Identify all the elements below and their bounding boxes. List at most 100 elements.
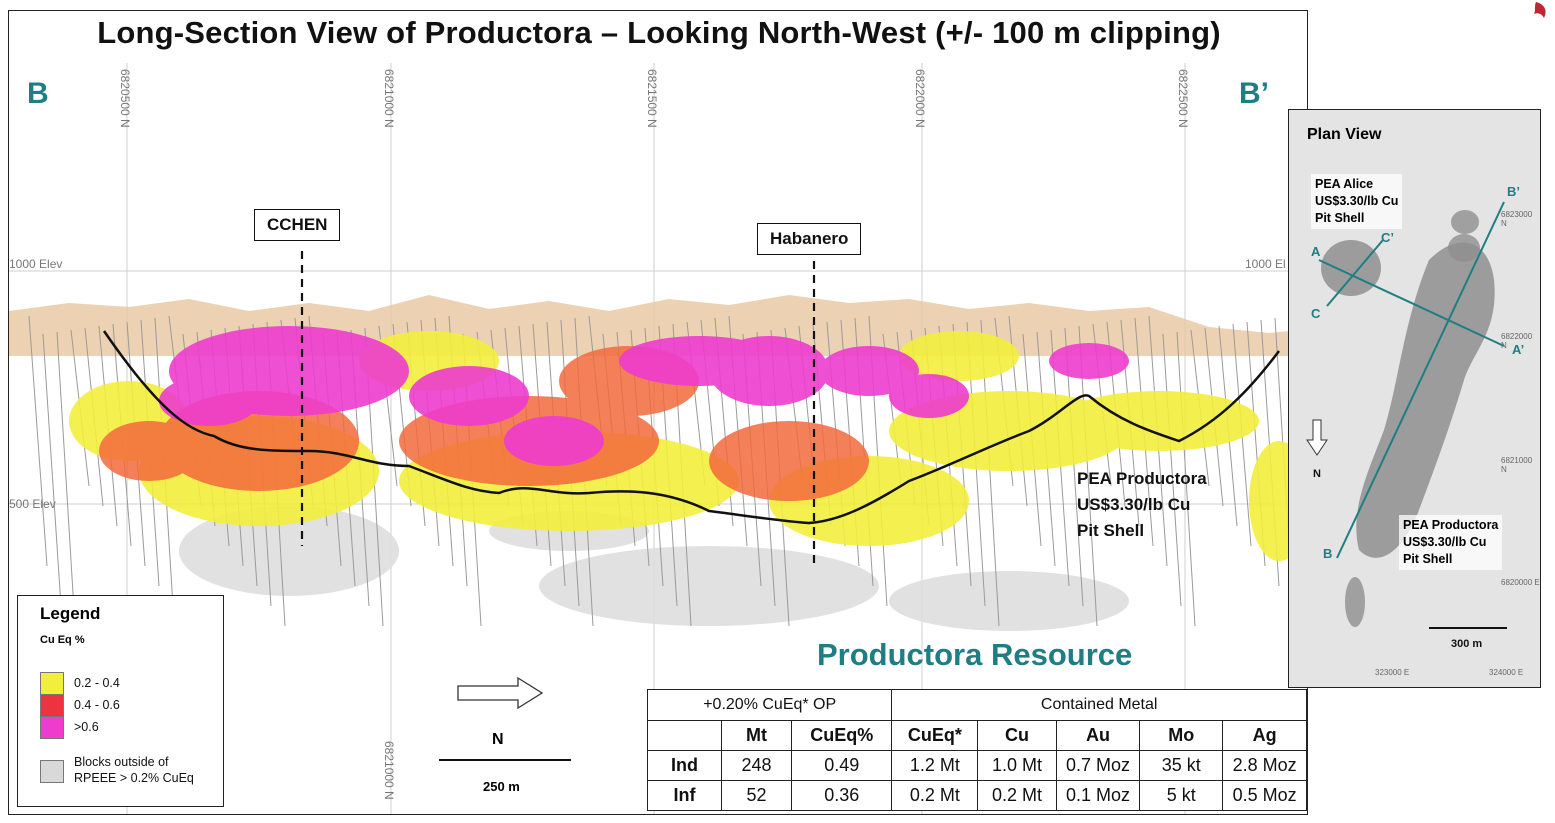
section-start-label: B xyxy=(27,77,49,110)
section-end-label: B’ xyxy=(1239,77,1269,110)
legend-title: Legend xyxy=(40,604,101,623)
legend-label: >0.6 xyxy=(74,720,99,734)
table-cell: 0.36 xyxy=(791,780,893,811)
column-header: CuEq* xyxy=(891,720,979,751)
productora-line-2: US$3.30/lb Cu xyxy=(1403,535,1487,549)
alice-line-2: US$3.30/lb Cu xyxy=(1315,194,1399,208)
legend-swatch-red xyxy=(40,694,64,717)
elevation-label: 500 Elev xyxy=(9,497,56,511)
habanero-label: Habanero xyxy=(757,223,862,255)
table-cell: 1.0 Mt xyxy=(977,750,1057,781)
drill-hole xyxy=(56,331,76,627)
alice-pit-label: PEA Alice US$3.30/lb Cu Pit Shell xyxy=(1311,174,1403,229)
legend-swatch-yellow xyxy=(40,672,64,695)
legend-label: 0.4 - 0.6 xyxy=(74,698,120,712)
plan-north-arrow-icon xyxy=(1306,419,1328,456)
section-b-prime-label: B’ xyxy=(1507,184,1520,199)
plan-northing-label: 6823000 N xyxy=(1501,210,1533,228)
plan-view-inset: Plan View PEA Alice US$3.30/lb Cu Pit Sh… xyxy=(1288,109,1541,688)
plan-northing-label: 6822000 N xyxy=(1501,332,1533,350)
table-cell: 2.8 Moz xyxy=(1222,750,1307,781)
elevation-label: 1000 Elev xyxy=(9,257,63,271)
column-header: Mt xyxy=(721,720,793,751)
grade-magenta xyxy=(159,326,1129,466)
north-label: N xyxy=(492,731,504,748)
plan-easting-label: 323000 E xyxy=(1375,668,1410,677)
plan-easting-label: 324000 E xyxy=(1489,668,1524,677)
section-c-prime-label: C’ xyxy=(1381,230,1394,245)
column-header: Cu xyxy=(977,720,1057,751)
figure-title: Long-Section View of Productora – Lookin… xyxy=(97,15,1221,50)
row-header-empty xyxy=(646,720,723,751)
plan-view-map xyxy=(1289,110,1540,687)
northing-label: 6822000 N xyxy=(913,69,927,128)
cchen-label: CCHEN xyxy=(254,209,341,241)
table-row: Inf 52 0.36 0.2 Mt 0.2 Mt 0.1 Moz 5 kt 0… xyxy=(646,780,1307,811)
table-cell: 1.2 Mt xyxy=(891,750,979,781)
table-cell: 5 kt xyxy=(1139,780,1224,811)
alice-line-3: Pit Shell xyxy=(1315,211,1365,225)
drill-hole xyxy=(1162,333,1182,607)
resource-table: +0.20% CuEq* OP Contained Metal Mt CuEq%… xyxy=(646,689,1307,811)
long-section-graphic xyxy=(9,63,1307,814)
alice-line-1: PEA Alice xyxy=(1315,177,1374,191)
group-header-left: +0.20% CuEq* OP xyxy=(646,689,893,721)
table-cell: 0.2 Mt xyxy=(977,780,1057,811)
northing-label: 6821500 N xyxy=(645,69,659,128)
column-header: Mo xyxy=(1139,720,1224,751)
table-row: Ind 248 0.49 1.2 Mt 1.0 Mt 0.7 Moz 35 kt… xyxy=(646,750,1307,781)
scale-label: 250 m xyxy=(483,779,520,794)
group-header-right: Contained Metal xyxy=(891,689,1307,721)
table-cell: 0.7 Moz xyxy=(1055,750,1141,781)
northing-label: 6821000 N xyxy=(382,69,396,128)
table-cell: 0.5 Moz xyxy=(1222,780,1307,811)
table-cell: 0.2 Mt xyxy=(891,780,979,811)
plan-northing-label: 6820000 E xyxy=(1501,578,1540,587)
pit-shell-line-2: US$3.30/lb Cu xyxy=(1077,495,1191,514)
row-label: Ind xyxy=(646,750,723,781)
legend-subtitle: Cu Eq % xyxy=(40,634,85,646)
alice-pit-outline xyxy=(1321,240,1381,296)
productora-line-3: Pit Shell xyxy=(1403,552,1453,566)
plan-scale-label: 300 m xyxy=(1451,638,1483,650)
pit-shell-line-3: Pit Shell xyxy=(1077,521,1145,540)
legend-label: Blocks outside of RPEEE > 0.2% CuEq xyxy=(74,755,194,785)
long-section-frame: Long-Section View of Productora – Lookin… xyxy=(8,10,1308,815)
drill-hole xyxy=(28,315,48,567)
northing-label: 6822500 N xyxy=(1176,69,1190,128)
elevation-label: 1000 El xyxy=(1245,257,1286,271)
company-logo-icon xyxy=(1534,2,1546,18)
section-c-label: C xyxy=(1311,306,1321,321)
legend-swatch-grey xyxy=(40,760,64,783)
north-arrow-icon xyxy=(457,676,544,710)
plan-north-label: N xyxy=(1313,468,1321,480)
section-a-label: A xyxy=(1311,244,1321,259)
drill-hole xyxy=(1176,331,1196,627)
table-cell: 52 xyxy=(721,780,793,811)
section-lines xyxy=(1318,201,1505,559)
section-b-label: B xyxy=(1323,546,1333,561)
resource-title: Productora Resource xyxy=(817,637,1133,672)
productora-line-1: PEA Productora xyxy=(1403,518,1499,532)
table-cell: 248 xyxy=(721,750,793,781)
plan-view-title: Plan View xyxy=(1307,126,1382,143)
pit-shell-line-1: PEA Productora xyxy=(1077,469,1207,488)
productora-pit-outline xyxy=(1356,242,1495,558)
table-cell: 0.49 xyxy=(791,750,893,781)
pit-shell-label: PEA Productora US$3.30/lb Cu Pit Shell xyxy=(1077,466,1207,544)
productora-pit-label: PEA Productora US$3.30/lb Cu Pit Shell xyxy=(1399,515,1503,570)
plan-northing-label: 6821000 N xyxy=(1501,456,1533,474)
table-cell: 0.1 Moz xyxy=(1055,780,1141,811)
legend: Legend Cu Eq % 0.2 - 0.4 0.4 - 0.6 >0.6 … xyxy=(17,595,224,807)
scale-bar xyxy=(439,759,571,761)
legend-swatch-magenta xyxy=(40,716,64,739)
legend-label: 0.2 - 0.4 xyxy=(74,676,120,690)
column-header: CuEq% xyxy=(791,720,893,751)
column-header: Ag xyxy=(1222,720,1307,751)
row-label: Inf xyxy=(646,780,723,811)
table-cell: 35 kt xyxy=(1139,750,1224,781)
northing-label: 6820500 N xyxy=(118,69,132,128)
pit-shell-line xyxy=(102,330,1280,525)
drill-hole xyxy=(42,333,62,607)
bottom-northing-label: 6821000 N xyxy=(382,741,396,800)
